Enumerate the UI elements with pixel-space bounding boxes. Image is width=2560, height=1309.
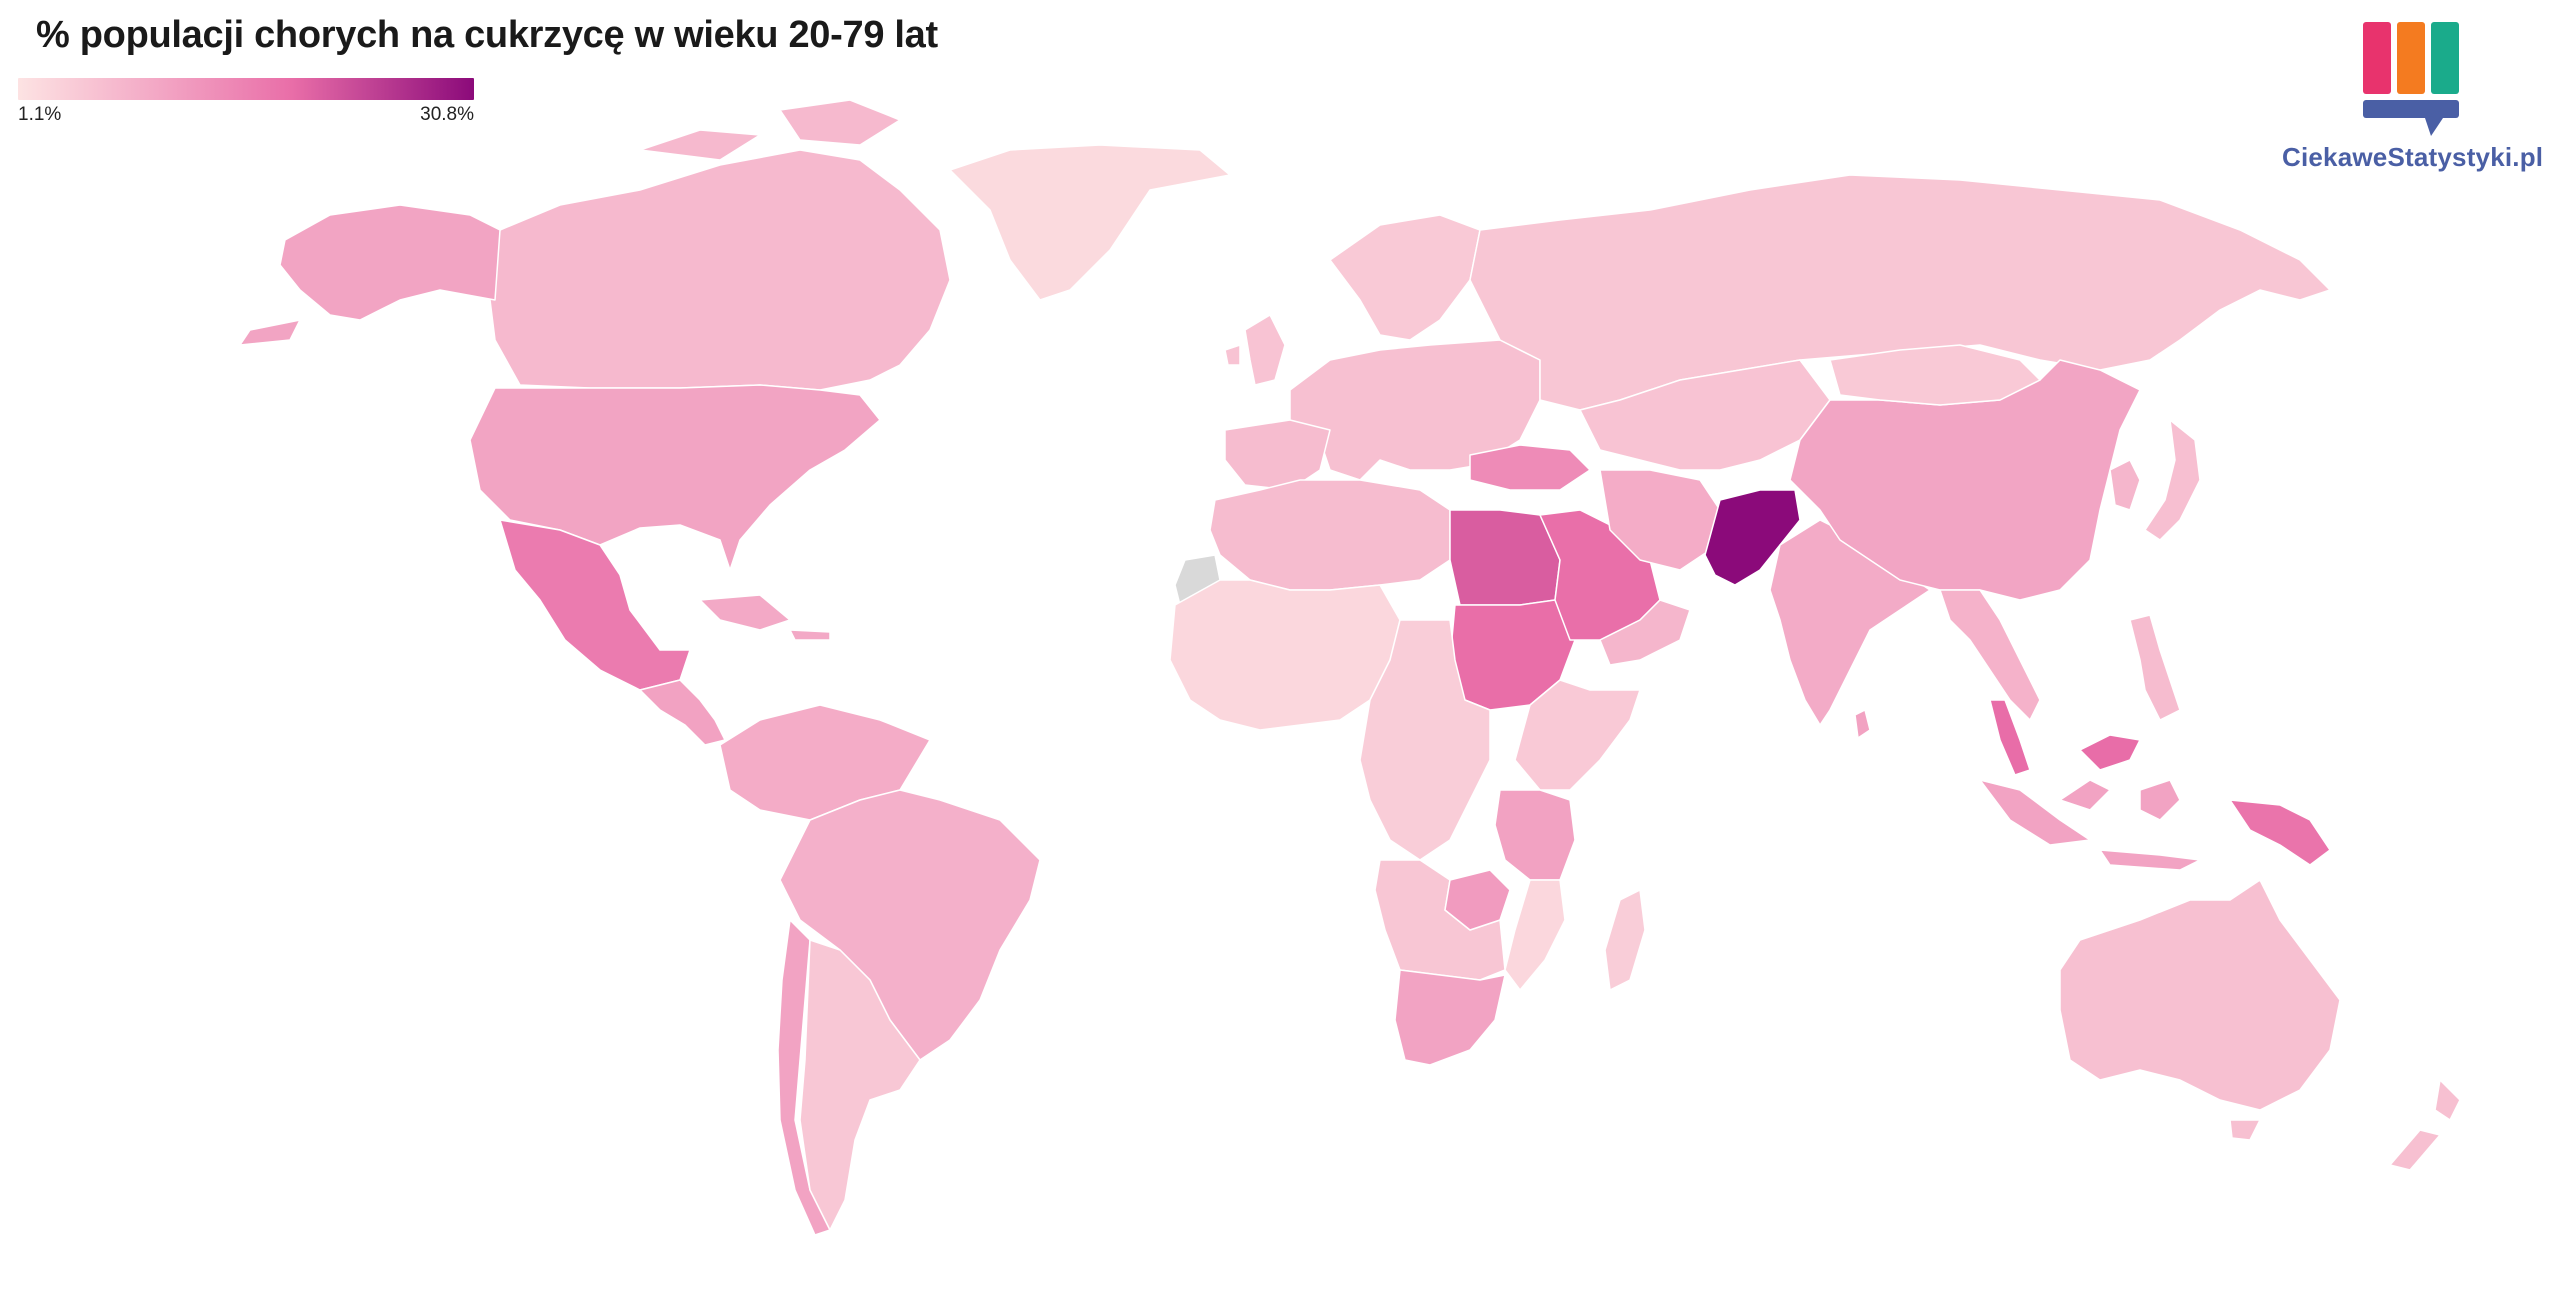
region-australia [2059,879,2341,1141]
region-indonesia [1979,779,2201,871]
region-usa [469,384,881,571]
legend-min-label: 1.1% [18,104,62,125]
brand-logo-icon [2363,22,2459,136]
region-new-zealand [2389,1079,2461,1171]
region-philippines [2129,614,2181,721]
region-turkey [1469,444,1591,491]
map-title: % populacji chorych na cukrzycę w wieku … [36,14,938,56]
region-south-africa [1394,969,1506,1066]
region-canada [489,99,951,391]
region-japan [2144,419,2201,541]
region-central-america [639,679,726,746]
region-southeast-asia [1939,589,2041,721]
region-argentina [799,939,921,1231]
region-scandinavia [1329,214,1481,341]
region-west-africa [1169,579,1401,731]
region-caribbean [699,594,831,641]
region-mongolia [1829,344,2041,406]
region-uk [1224,314,1286,386]
region-zimbabwe [1444,869,1511,931]
region-korea [2109,459,2141,511]
region-north-africa [1209,479,1451,591]
region-brazil [779,789,1041,1061]
logo-base [2363,100,2459,118]
region-papua-new-guinea [2229,799,2331,866]
region-central-africa [1359,619,1491,861]
logo-bar-3 [2431,22,2459,94]
region-madagascar [1604,889,1646,991]
logo-bar-2 [2397,22,2425,94]
region-malaysia [1989,699,2141,776]
region-pakistan [1704,489,1801,586]
region-mexico [499,519,691,691]
logo-pointer [2425,118,2443,136]
color-legend: 1.1% 30.8% [18,78,474,125]
region-sri-lanka [1854,709,1871,739]
logo-bar-1 [2363,22,2391,94]
region-east-africa [1514,679,1641,791]
region-alaska [239,204,501,346]
brand-name: CiekaweStatystyki.pl [2282,142,2544,172]
region-arabia-south [1599,599,1691,666]
legend-gradient-bar [18,78,474,100]
legend-max-label: 30.8% [420,104,474,125]
region-greenland [949,144,1231,301]
region-mozambique [1504,879,1566,991]
region-tanzania [1494,789,1576,881]
